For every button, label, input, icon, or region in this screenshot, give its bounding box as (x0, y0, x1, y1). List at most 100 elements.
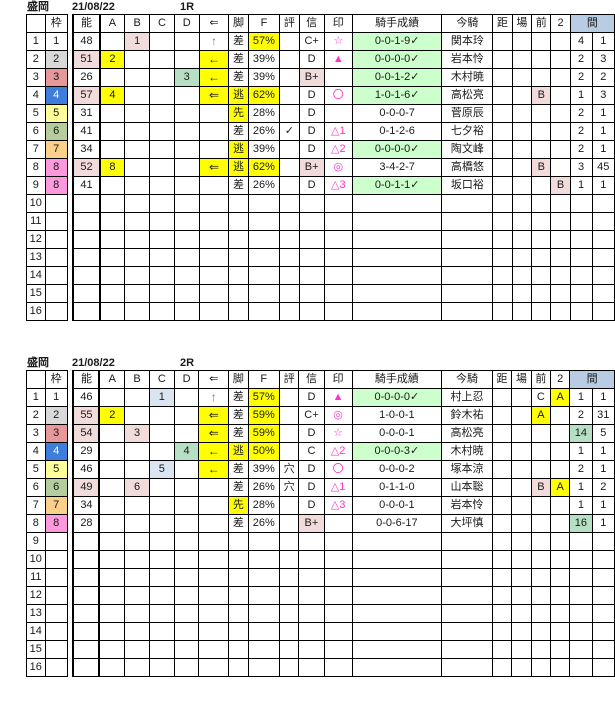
evaluation (278, 550, 300, 569)
table-row[interactable]: 6 6 41 差 26% ✓ D △1 0-1-2-6 七夕裕 2 1 (26, 122, 615, 141)
table-row[interactable]: 8 8 52 8 ⇐ 逃 62% B+ ◎ 3-4-2-7 高橋悠 B 3 45 (26, 158, 615, 177)
confidence-grade (298, 532, 325, 551)
table-row[interactable]: 12 (26, 586, 615, 605)
interval-weeks: 2 (569, 460, 593, 479)
table-row[interactable]: 1 1 46 1 ↑ 差 57% D ▲ 0-0-0-0✓ 村上忍 C A 1 1 (26, 388, 615, 407)
prediction-mark-icon (323, 302, 353, 321)
col-2: 2 (550, 370, 571, 389)
prev-flag (531, 266, 552, 285)
prev-flag (531, 104, 552, 123)
interval-value: 1 (591, 176, 615, 195)
race-number: 1R (180, 1, 195, 13)
running-style: 差 (228, 50, 249, 69)
prediction-mark-icon (323, 212, 353, 231)
rank-b (124, 496, 150, 515)
evaluation (278, 532, 300, 551)
rank-a (98, 460, 126, 479)
rank-c (148, 604, 175, 623)
table-row[interactable]: 10 (26, 550, 615, 569)
bracket-number (44, 604, 68, 623)
confidence-grade: D (298, 50, 325, 69)
rank-d (173, 32, 200, 51)
table-row[interactable]: 10 (26, 194, 615, 213)
table-row[interactable]: 12 (26, 230, 615, 249)
evaluation (279, 50, 300, 69)
jockey-name: 山本聡 (441, 478, 493, 497)
running-style: 逃 (228, 86, 249, 105)
prediction-mark-icon: ▲ (323, 388, 353, 407)
trend-arrow-icon (198, 230, 230, 249)
confidence-grade: D (298, 122, 325, 141)
prediction-mark-icon (323, 532, 353, 551)
rank-a (98, 388, 126, 407)
table-row[interactable]: 7 7 34 逃 39% D △2 0-0-0-0✓ 陶文峰 2 1 (26, 140, 615, 159)
rank-b (124, 50, 151, 69)
jockey-record (351, 194, 443, 213)
table-row[interactable]: 15 (26, 640, 615, 659)
interval-value (591, 568, 615, 587)
table-row[interactable]: 9 (26, 532, 615, 551)
interval-weeks (569, 266, 593, 285)
table-row[interactable]: 14 (26, 622, 615, 641)
rank-d (173, 302, 200, 321)
table-row[interactable]: 7 7 34 先 28% D △3 0-0-0-1 岩本怜 1 1 (26, 496, 615, 515)
table-row[interactable]: 15 (26, 284, 615, 303)
running-style: 逃 (228, 442, 249, 461)
interval-weeks: 2 (569, 406, 593, 425)
distance-flag (492, 122, 513, 141)
table-row[interactable]: 3 3 54 3 ⇐ 差 59% D ☆ 0-0-0-1 高松亮 14 5 (26, 424, 615, 443)
track-flag (511, 442, 532, 461)
jockey-record: 0-0-1-2✓ (351, 68, 443, 87)
horse-number: 9 (26, 532, 46, 551)
horse-number: 15 (26, 284, 46, 303)
horse-number: 16 (26, 658, 46, 677)
table-row[interactable]: 2 2 51 2 ← 差 39% D ▲ 0-0-0-0✓ 岩本怜 2 3 (26, 50, 615, 69)
evaluation (278, 604, 300, 623)
rank-d (173, 550, 200, 569)
jockey-name (441, 532, 493, 551)
ability-score: 48 (72, 32, 101, 51)
table-row[interactable]: 6 6 49 6 差 26% 穴 D △1 0-1-1-0 山本聡 B A 1 2 (26, 478, 615, 497)
bracket-number: 7 (44, 496, 68, 515)
table-row[interactable]: 4 4 57 4 ⇐ 逃 62% D 〇 1-0-1-6✓ 高松亮 B 1 3 (26, 86, 615, 105)
prev-flag (531, 140, 552, 159)
table-row[interactable]: 13 (26, 604, 615, 623)
second-flag (550, 640, 571, 659)
distance-flag (491, 388, 513, 407)
table-row[interactable]: 11 (26, 212, 615, 231)
table-row[interactable]: 16 (26, 302, 615, 321)
track-flag (511, 460, 532, 479)
horse-number: 5 (26, 460, 46, 479)
interval-value: 1 (591, 140, 615, 159)
table-row[interactable]: 5 5 31 先 28% D 0-0-0-7 菅原辰 2 1 (26, 104, 615, 123)
second-flag (550, 248, 571, 267)
table-row[interactable]: 16 (26, 658, 615, 677)
rank-d (173, 514, 200, 533)
prev-flag: B (531, 158, 552, 177)
bracket-number (44, 658, 68, 677)
ability-score (72, 194, 101, 213)
prev-flag (531, 176, 552, 195)
interval-value (591, 586, 615, 605)
table-row[interactable]: 4 4 29 4 ← 逃 50% C △2 0-0-0-3✓ 木村暁 1 1 (26, 442, 615, 461)
table-row[interactable]: 2 2 55 2 ⇐ 差 59% C+ ◎ 1-0-0-1 鈴木祐 A 2 31 (26, 406, 615, 425)
table-row[interactable]: 13 (26, 248, 615, 267)
table-row[interactable]: 5 5 46 5 ← 差 39% 穴 D 〇 0-0-0-2 塚本涼 2 1 (26, 460, 615, 479)
table-row[interactable]: 14 (26, 266, 615, 285)
table-row[interactable]: 3 3 26 3 ← 差 39% B+ 0-0-1-2✓ 木村暁 2 2 (26, 68, 615, 87)
evaluation (279, 32, 300, 51)
table-row[interactable]: 8 8 28 差 26% B+ 0-0-6-17 大坪慎 16 1 (26, 514, 615, 533)
running-style (228, 302, 249, 321)
distance-flag (492, 50, 513, 69)
jockey-record (351, 604, 443, 623)
table-row[interactable]: 1 1 48 1 ↑ 差 57% C+ ☆ 0-0-1-9✓ 関本玲 4 1 (26, 32, 615, 51)
distance-flag (491, 622, 513, 641)
trend-arrow-icon (198, 640, 230, 659)
table-row[interactable]: 9 8 41 差 26% D △3 0-0-1-1✓ 坂口裕 B 1 1 (26, 176, 615, 195)
trend-arrow-icon (198, 140, 230, 159)
bracket-number (44, 302, 68, 321)
col-nou: 能 (72, 14, 101, 33)
table-row[interactable]: 11 (26, 568, 615, 587)
ability-score: 54 (72, 424, 101, 443)
running-style: 逃 (228, 158, 249, 177)
